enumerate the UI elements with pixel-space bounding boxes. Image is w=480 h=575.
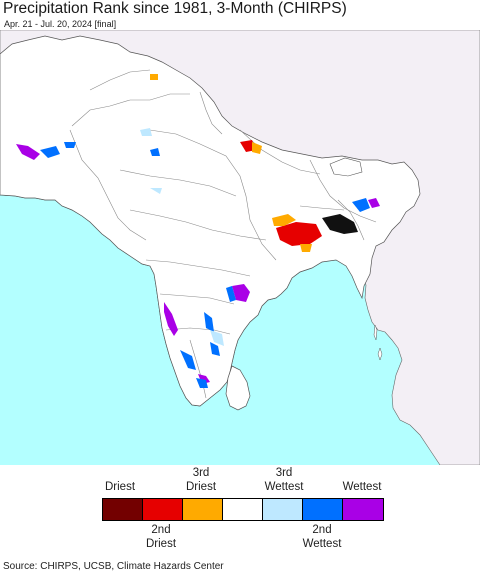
bhutan [329, 157, 363, 177]
second-driest-area [276, 222, 322, 246]
andaman-islands [373, 324, 383, 361]
legend-swatch-driest [103, 499, 143, 520]
legend-color-bar [102, 498, 384, 521]
legend-swatch-wettest [343, 499, 383, 520]
anomaly-patches [16, 74, 380, 388]
south-asia-land [0, 35, 421, 407]
legend-swatch-2nd-driest [143, 499, 183, 520]
legend-swatch-normal [223, 499, 263, 520]
legend-label-wettest: Wettest [342, 481, 382, 493]
map-title: Precipitation Rank since 1981, 3-Month (… [3, 0, 347, 17]
wettest-area [368, 198, 380, 208]
legend-swatch-3rd-wettest [263, 499, 303, 520]
third-driest-area [150, 74, 158, 80]
legend-label-2nd-driest: 2nd Driest [145, 524, 177, 550]
second-wettest-area [150, 148, 160, 156]
internal-borders [69, 69, 377, 399]
legend-label-3rd-driest: 3rd Driest [185, 467, 217, 493]
source-credit: Source: CHIRPS, UCSB, Climate Hazards Ce… [3, 561, 224, 572]
third-wettest-area [210, 330, 224, 346]
second-wettest-area [40, 142, 76, 158]
legend-swatch-3rd-driest [183, 499, 223, 520]
sri-lanka [225, 365, 251, 411]
second-wettest-area [204, 312, 220, 356]
driest-area [322, 214, 358, 234]
wettest-area [16, 144, 40, 160]
second-wettest-area [180, 350, 196, 370]
legend-label-driest: Driest [104, 481, 136, 493]
third-wettest-area [140, 128, 162, 194]
third-driest-area [272, 214, 312, 252]
second-wettest-area [352, 198, 370, 212]
legend-swatch-2nd-wettest [303, 499, 343, 520]
precipitation-rank-map [0, 30, 480, 465]
second-wettest-area [196, 378, 208, 388]
wettest-area [232, 284, 250, 302]
second-wettest-area [226, 286, 236, 302]
legend-label-2nd-wettest: 2nd Wettest [302, 524, 342, 550]
legend-label-3rd-wettest: 3rd Wettest [264, 467, 304, 493]
wettest-area [164, 302, 178, 336]
map-subtitle: Apr. 21 - Jul. 20, 2024 [final] [4, 19, 117, 29]
third-driest-area [252, 142, 262, 154]
